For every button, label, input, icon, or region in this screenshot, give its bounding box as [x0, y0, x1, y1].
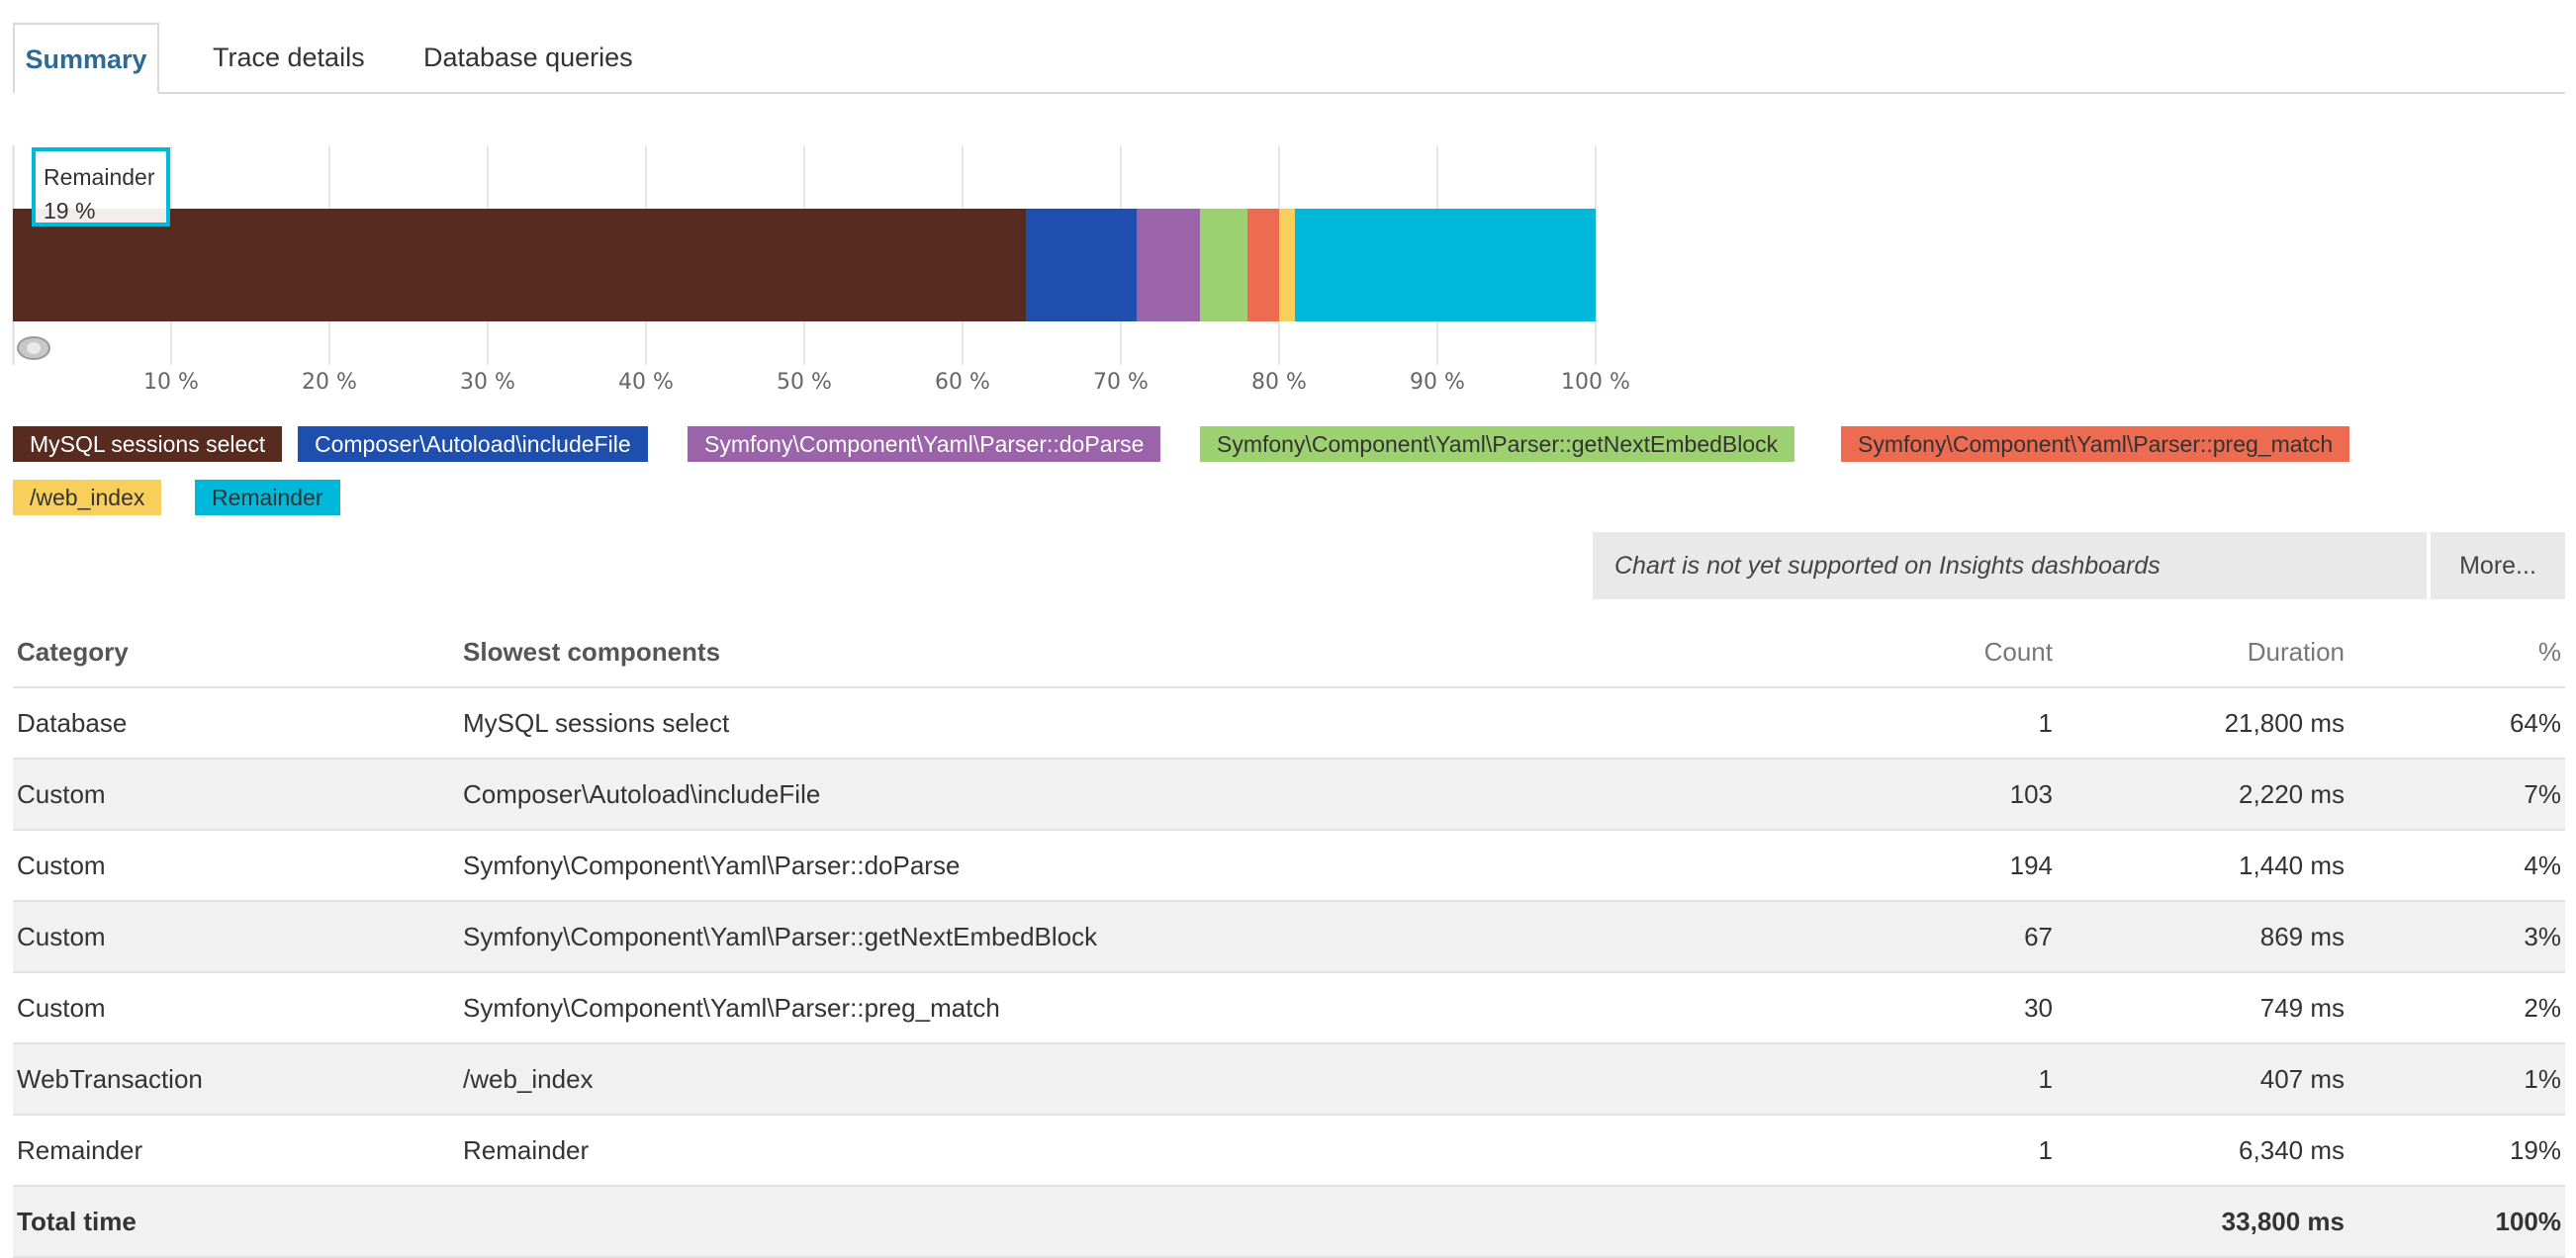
- x-tick-label: 10 %: [143, 370, 199, 395]
- cell-category: Database: [17, 708, 128, 738]
- stacked-bar-chart: 10 % 20 % 30 % 40 % 50 % 60 % 70 % 80 % 90 % 100 …: [12, 145, 1630, 395]
- table-row: Custom Composer\Autoload\includeFile 103…: [13, 760, 2565, 831]
- cell-percent: 7%: [2524, 779, 2561, 809]
- bar-segment[interactable]: [1200, 209, 1247, 321]
- legend-item-preg-match[interactable]: Symfony\Component\Yaml\Parser::preg_matc…: [1841, 426, 2350, 462]
- table-total-row: Total time 33,800 ms 100%: [13, 1187, 2565, 1258]
- legend-item-doparse[interactable]: Symfony\Component\Yaml\Parser::doParse: [688, 426, 1161, 462]
- more-button[interactable]: More...: [2431, 532, 2565, 599]
- table-row: Custom Symfony\Component\Yaml\Parser::ge…: [13, 902, 2565, 973]
- bar-segment[interactable]: [1295, 209, 1596, 321]
- total-duration: 33,800 ms: [2221, 1207, 2345, 1236]
- cell-count: 30: [2024, 993, 2053, 1023]
- total-label: Total time: [17, 1207, 137, 1236]
- x-tick-label: 60 %: [935, 370, 990, 395]
- x-tick-label: 40 %: [618, 370, 674, 395]
- range-slider-handle[interactable]: [17, 336, 50, 360]
- cell-duration: 6,340 ms: [2239, 1135, 2345, 1165]
- header-duration[interactable]: Duration: [2247, 637, 2345, 667]
- table-row: Remainder Remainder 1 6,340 ms 19%: [13, 1116, 2565, 1187]
- legend-item-web-index[interactable]: /web_index: [13, 480, 162, 515]
- x-tick-label: 30 %: [460, 370, 515, 395]
- table-row: Custom Symfony\Component\Yaml\Parser::do…: [13, 831, 2565, 902]
- cell-duration: 1,440 ms: [2239, 851, 2345, 880]
- x-tick-label: 50 %: [777, 370, 832, 395]
- table-row: Database MySQL sessions select 1 21,800 …: [13, 688, 2565, 760]
- legend-item-mysql[interactable]: MySQL sessions select: [13, 426, 283, 462]
- cell-count: 194: [2009, 851, 2053, 880]
- table-header-row: Category Slowest components Count Durati…: [13, 617, 2565, 688]
- unsupported-chart-notice: Chart is not yet supported on Insights d…: [1593, 532, 2427, 599]
- tooltip-label: Remainder: [44, 164, 155, 190]
- cell-category: Remainder: [17, 1135, 143, 1165]
- cell-category: Custom: [17, 922, 106, 951]
- cell-percent: 2%: [2524, 993, 2561, 1023]
- cell-duration: 21,800 ms: [2224, 708, 2345, 738]
- cell-percent: 64%: [2509, 708, 2561, 738]
- table-row: Custom Symfony\Component\Yaml\Parser::pr…: [13, 973, 2565, 1044]
- header-category[interactable]: Category: [17, 637, 129, 667]
- cell-percent: 3%: [2524, 922, 2561, 951]
- cell-component: Symfony\Component\Yaml\Parser::doParse: [463, 851, 961, 880]
- breakdown-table: Category Slowest components Count Durati…: [13, 617, 2565, 1258]
- tab-trace-details[interactable]: Trace details: [213, 43, 365, 72]
- cell-category: Custom: [17, 779, 106, 809]
- cell-component: Symfony\Component\Yaml\Parser::preg_matc…: [463, 993, 1000, 1023]
- cell-percent: 4%: [2524, 851, 2561, 880]
- tab-database-queries[interactable]: Database queries: [423, 43, 633, 72]
- cell-percent: 1%: [2524, 1064, 2561, 1094]
- x-tick-label: 20 %: [302, 370, 357, 395]
- cell-duration: 869 ms: [2259, 922, 2345, 951]
- bar-segment[interactable]: [1026, 209, 1137, 321]
- x-tick-label: 80 %: [1251, 370, 1307, 395]
- x-tick-label: 100 %: [1561, 370, 1630, 395]
- cell-component: Symfony\Component\Yaml\Parser::getNextEm…: [463, 922, 1098, 951]
- bar-segment[interactable]: [1247, 209, 1279, 321]
- cell-category: Custom: [17, 993, 106, 1023]
- legend-item-remainder[interactable]: Remainder: [195, 480, 340, 515]
- cell-count: 67: [2024, 922, 2053, 951]
- header-slowest-components[interactable]: Slowest components: [463, 637, 721, 667]
- x-tick-label: 90 %: [1410, 370, 1465, 395]
- cell-duration: 2,220 ms: [2239, 779, 2345, 809]
- cell-duration: 749 ms: [2259, 993, 2345, 1023]
- breakdown-chart: 10 % 20 % 30 % 40 % 50 % 60 % 70 % 80 % 90 % 100 …: [12, 145, 1630, 403]
- header-count[interactable]: Count: [1983, 637, 2053, 667]
- chart-tooltip: Remainder 19 %: [32, 147, 170, 226]
- total-percent: 100%: [2495, 1207, 2562, 1236]
- cell-count: 1: [2038, 708, 2053, 738]
- legend-item-getnextembedblock[interactable]: Symfony\Component\Yaml\Parser::getNextEm…: [1200, 426, 1795, 462]
- bar-segment[interactable]: [1137, 209, 1200, 321]
- cell-percent: 19%: [2509, 1135, 2561, 1165]
- cell-component: Remainder: [463, 1135, 590, 1165]
- header-percent[interactable]: %: [2537, 637, 2561, 667]
- tab-summary[interactable]: Summary: [13, 23, 159, 94]
- cell-duration: 407 ms: [2259, 1064, 2345, 1094]
- x-tick-label: 70 %: [1093, 370, 1149, 395]
- bar-segment[interactable]: [1279, 209, 1295, 321]
- legend-item-autoload[interactable]: Composer\Autoload\includeFile: [298, 426, 648, 462]
- cell-component: MySQL sessions select: [463, 708, 730, 738]
- tooltip-value: 19 %: [44, 198, 96, 224]
- cell-count: 103: [2009, 779, 2053, 809]
- cell-category: WebTransaction: [17, 1064, 203, 1094]
- table-row: WebTransaction /web_index 1 407 ms 1%: [13, 1044, 2565, 1116]
- cell-component: /web_index: [463, 1064, 594, 1094]
- cell-count: 1: [2038, 1064, 2053, 1094]
- cell-category: Custom: [17, 851, 106, 880]
- bar-segment[interactable]: [13, 209, 1026, 321]
- cell-component: Composer\Autoload\includeFile: [463, 779, 821, 809]
- cell-count: 1: [2038, 1135, 2053, 1165]
- tab-bar: Summary Trace details Database queries: [13, 23, 2565, 94]
